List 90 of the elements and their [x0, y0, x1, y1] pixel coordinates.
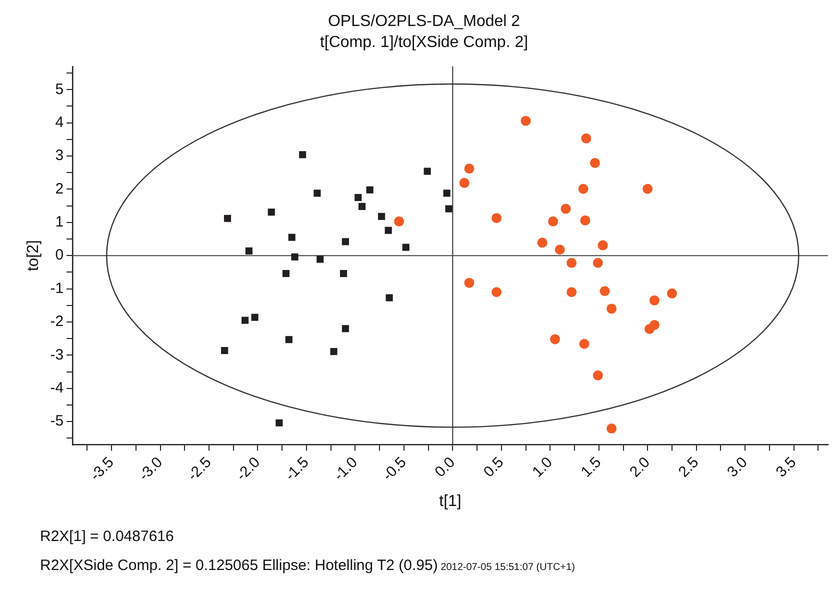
point	[443, 190, 450, 197]
x-tick-label: -2.0	[233, 454, 264, 484]
y-tick-label: -5	[50, 412, 64, 430]
point	[548, 216, 558, 226]
point	[291, 253, 298, 260]
point	[579, 338, 590, 349]
x-tick-label: 3.0	[724, 454, 751, 481]
point	[358, 202, 366, 210]
point	[578, 184, 588, 194]
point	[666, 288, 677, 298]
point	[554, 244, 565, 255]
point	[464, 278, 474, 288]
point	[251, 314, 258, 321]
x-tick-label: 0.5	[480, 454, 508, 481]
point	[566, 287, 577, 298]
chart-subtitle: t[Comp. 1]/to[XSide Comp. 2]	[320, 34, 528, 52]
y-tick-label: -4	[50, 380, 64, 397]
point	[314, 190, 321, 197]
x-tick-label: 1.5	[578, 454, 605, 481]
point	[581, 133, 592, 144]
y-axis-title: to[2]	[25, 240, 42, 272]
x-tick-label: -2.5	[184, 454, 215, 484]
point	[340, 270, 348, 278]
point	[366, 186, 374, 194]
text: R2X[XSide Comp. 2] = 0.125065 Ellipse: Hotelling T2 (0.95)	[40, 557, 438, 574]
point	[424, 168, 431, 175]
point	[598, 240, 608, 250]
point	[550, 334, 560, 344]
x-tick-label: 2.5	[675, 454, 702, 481]
point	[394, 216, 404, 226]
point	[459, 178, 470, 188]
point	[224, 214, 232, 222]
point	[354, 194, 362, 202]
point	[642, 184, 653, 194]
x-tick-label: -3.5	[86, 454, 118, 484]
y-tick-label: -3	[50, 346, 64, 364]
x-tick-label: -1.0	[330, 454, 361, 484]
point	[590, 158, 600, 168]
point	[464, 164, 474, 174]
text: 2012-07-05 15:51:07 (UTC+1)	[440, 562, 575, 573]
point	[285, 336, 292, 344]
y-tick-label: -2	[50, 313, 64, 330]
point	[492, 287, 502, 298]
y-tick-label: 2	[55, 180, 64, 198]
point	[600, 286, 610, 296]
point	[644, 324, 655, 334]
point	[592, 258, 603, 268]
point	[342, 238, 349, 246]
text: R2X[1] = 0.0487616	[40, 528, 175, 545]
point	[384, 226, 392, 234]
point	[378, 212, 386, 220]
x-tick-label: 3.5	[772, 454, 800, 481]
point	[560, 204, 571, 214]
point	[606, 304, 617, 314]
point	[580, 215, 590, 226]
y-tick-label: -1	[50, 280, 64, 297]
point	[566, 258, 577, 268]
point	[606, 424, 617, 434]
point	[492, 213, 502, 224]
y-tick-label: 0	[55, 246, 64, 264]
x-tick-label: 0.0	[432, 454, 458, 481]
point	[288, 234, 296, 241]
point	[649, 295, 660, 306]
point	[537, 238, 548, 248]
x-tick-label: -1.5	[282, 454, 312, 484]
x-tick-label: 2.0	[626, 454, 654, 481]
point	[342, 325, 349, 332]
point	[245, 247, 252, 254]
point	[330, 348, 338, 356]
point	[402, 244, 410, 251]
x-axis-title: t[1]	[439, 492, 462, 510]
x-tick-label: -3.0	[136, 454, 166, 484]
point	[445, 205, 452, 212]
y-tick-label: 5	[55, 80, 64, 98]
y-tick-label: 4	[55, 114, 64, 131]
x-tick-label: 1.0	[529, 454, 556, 481]
point	[592, 370, 603, 380]
y-tick-label: 3	[55, 147, 64, 164]
x-tick-label: -0.5	[379, 454, 410, 484]
chart-title: OPLS/O2PLS-DA_Model 2	[328, 13, 520, 30]
point	[316, 256, 324, 263]
y-tick-label: 1	[55, 214, 64, 231]
point	[299, 151, 306, 158]
point	[282, 270, 290, 278]
point	[520, 116, 531, 126]
point	[268, 208, 275, 216]
point	[221, 346, 228, 354]
point	[242, 316, 249, 324]
point	[276, 419, 283, 426]
point	[386, 294, 393, 302]
